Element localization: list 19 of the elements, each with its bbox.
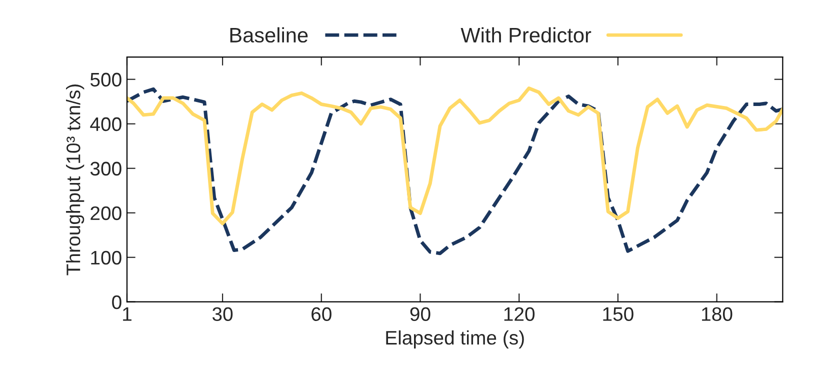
legend-label: Baseline [230,27,308,43]
x-tick-label: 30 [212,307,233,321]
y-tick-label: 0 [112,295,122,310]
x-tick-label: 120 [504,307,535,321]
x-axis-title: Elapsed time (s) [386,330,524,349]
y-tick-label: 100 [91,250,122,265]
y-tick-label: 500 [90,72,122,87]
y-axis-title: Throughput (10³ txn/s) [66,84,84,276]
y-tick-label: 200 [90,206,122,220]
x-tick-label: 90 [410,307,430,321]
line-series [126,87,783,256]
y-tick-label: 400 [90,117,122,132]
x-tick-label: 60 [312,307,332,321]
line-series [126,86,783,226]
x-tick-label: 1 [123,307,132,321]
y-tick-label: 300 [90,162,122,176]
x-tick-label: 180 [702,307,732,321]
legend-label: With Predictor [460,27,592,43]
x-tick-label: 150 [603,307,634,321]
